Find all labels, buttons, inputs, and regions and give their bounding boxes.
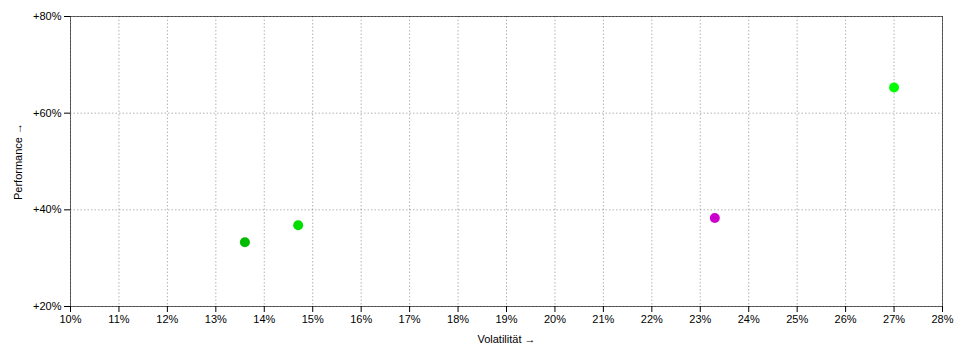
svg-text:+60%: +60% xyxy=(33,107,62,119)
svg-text:+80%: +80% xyxy=(33,10,62,22)
svg-text:14%: 14% xyxy=(253,313,275,325)
svg-text:16%: 16% xyxy=(350,313,372,325)
svg-text:15%: 15% xyxy=(302,313,324,325)
svg-text:+20%: +20% xyxy=(33,300,62,312)
svg-text:21%: 21% xyxy=(592,313,614,325)
svg-text:26%: 26% xyxy=(835,313,857,325)
svg-text:25%: 25% xyxy=(786,313,808,325)
svg-text:17%: 17% xyxy=(399,313,421,325)
svg-text:23%: 23% xyxy=(689,313,711,325)
svg-text:Performance →: Performance → xyxy=(12,123,24,200)
svg-text:13%: 13% xyxy=(205,313,227,325)
svg-text:12%: 12% xyxy=(156,313,178,325)
svg-text:27%: 27% xyxy=(883,313,905,325)
svg-text:18%: 18% xyxy=(447,313,469,325)
svg-text:28%: 28% xyxy=(931,313,953,325)
svg-text:Volatilität →: Volatilität → xyxy=(477,333,535,345)
svg-text:+40%: +40% xyxy=(33,203,62,215)
svg-text:11%: 11% xyxy=(108,313,129,325)
svg-text:20%: 20% xyxy=(544,313,566,325)
svg-text:24%: 24% xyxy=(738,313,760,325)
svg-text:10%: 10% xyxy=(59,313,81,325)
svg-text:22%: 22% xyxy=(641,313,663,325)
svg-text:19%: 19% xyxy=(495,313,517,325)
